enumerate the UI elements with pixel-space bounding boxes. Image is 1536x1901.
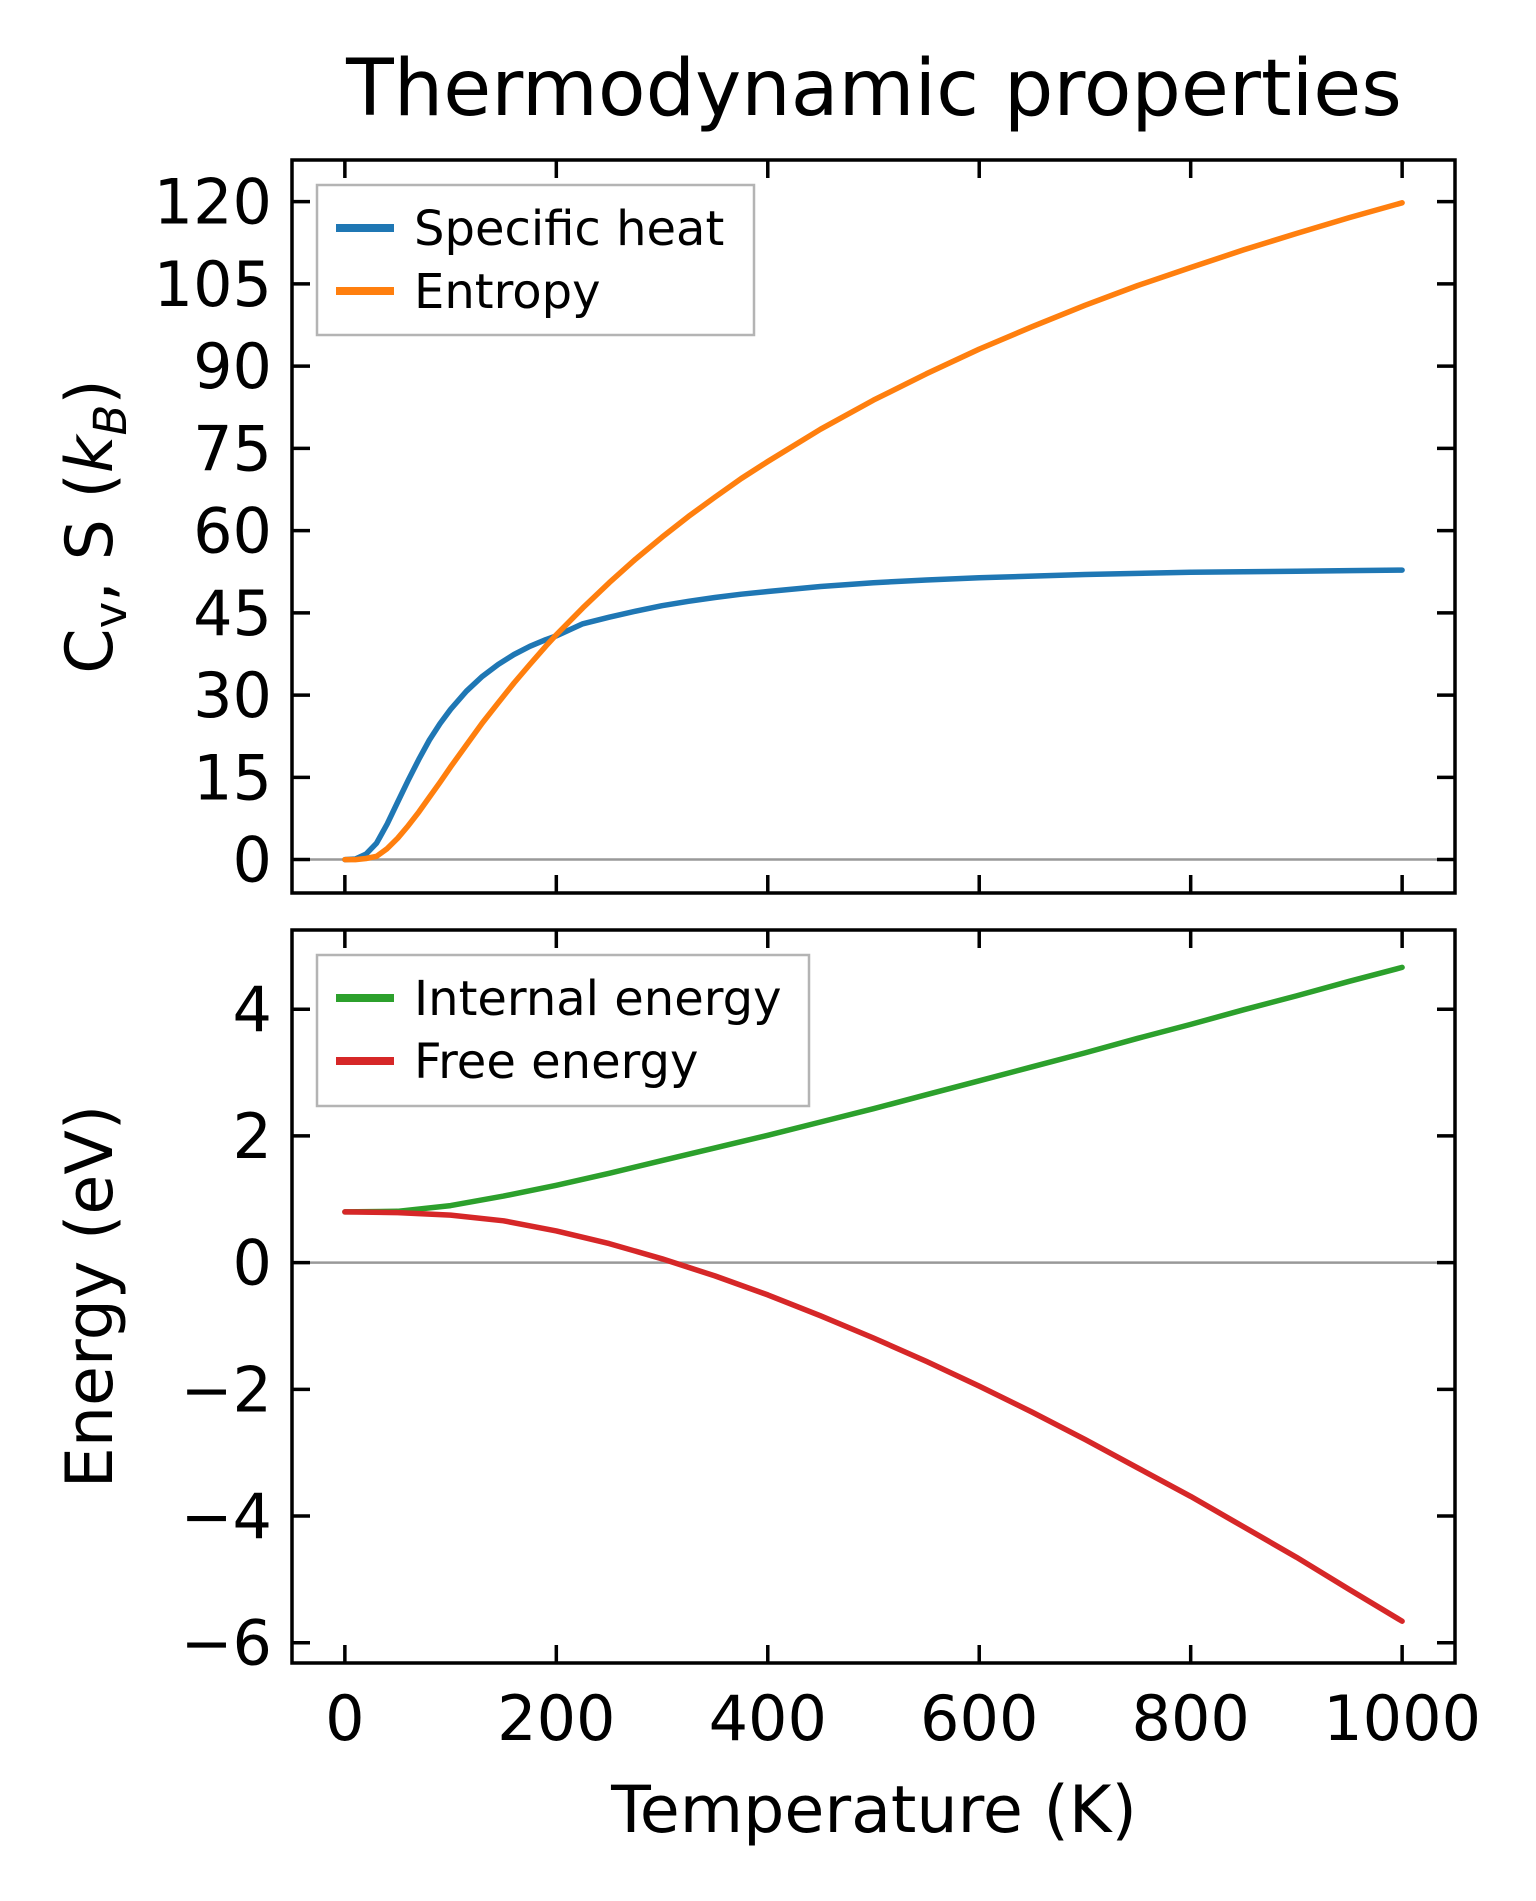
top_plot-axes: 0 15 30 45 60 75 90 105 120 Cv, S (kB) Specific he… (53, 158, 1457, 897)
y-tick-label: −6 (181, 1607, 272, 1680)
y-tick-label: 90 (193, 330, 272, 403)
y-tick-label: 120 (154, 166, 272, 239)
legend-box (315, 953, 811, 1108)
y-tick-label: 4 (233, 973, 272, 1046)
chart-title: Thermodynamic properties (345, 44, 1402, 134)
legend-label-internal-energy: Internal energy (414, 971, 782, 1027)
y-tick-label: 60 (193, 495, 272, 568)
legend-box (315, 183, 756, 337)
chart-root: 0 15 30 45 60 75 90 105 120 Cv, S (kB) Specific he… (53, 158, 1481, 1755)
top_plot-y-axis-label: Cv, S (kB) (53, 379, 137, 674)
entropy-line (342, 200, 1405, 863)
y-tick-label: 105 (154, 248, 272, 321)
x-tick-label: 1000 (1323, 1682, 1481, 1755)
x-tick-label: 800 (1132, 1682, 1250, 1755)
x-tick-label: 400 (709, 1682, 827, 1755)
bottom_plot-y-axis-label: Energy (eV) (53, 1105, 128, 1488)
x-tick-label: 0 (325, 1682, 364, 1755)
y-tick-label: 0 (233, 824, 272, 897)
legend-label-free-energy: Free energy (414, 1034, 698, 1090)
y-tick-label: −2 (181, 1353, 272, 1426)
y-tick-label: −4 (181, 1480, 272, 1553)
internal-energy-line (342, 964, 1405, 1215)
legend-label-specific-heat: Specific heat (414, 201, 724, 257)
y-tick-label: 2 (233, 1100, 272, 1173)
top_plot-legend: Specific heat Entropy (315, 183, 756, 337)
y-tick-label: 75 (193, 412, 272, 485)
bottom_plot-axes: 0 200 400 600 800 1000 −6 −4 −2 0 2 4 Energy (eV) Int… (53, 928, 1481, 1755)
x-tick-label: 600 (920, 1682, 1038, 1755)
top_plot-spines (290, 158, 1457, 895)
y-tick-label: 45 (193, 577, 272, 650)
bottom_plot-spines (290, 928, 1457, 1665)
legend-label-entropy: Entropy (414, 264, 601, 320)
y-tick-label: 15 (193, 741, 272, 814)
bottom_plot-legend: Internal energy Free energy (315, 953, 811, 1108)
y-tick-label: 0 (233, 1227, 272, 1300)
x-axis-label: Temperature (K) (610, 1773, 1137, 1848)
specific-heat-line (342, 567, 1405, 863)
free-energy-line (342, 1209, 1405, 1624)
y-tick-label: 30 (193, 659, 272, 732)
x-tick-label: 200 (497, 1682, 615, 1755)
